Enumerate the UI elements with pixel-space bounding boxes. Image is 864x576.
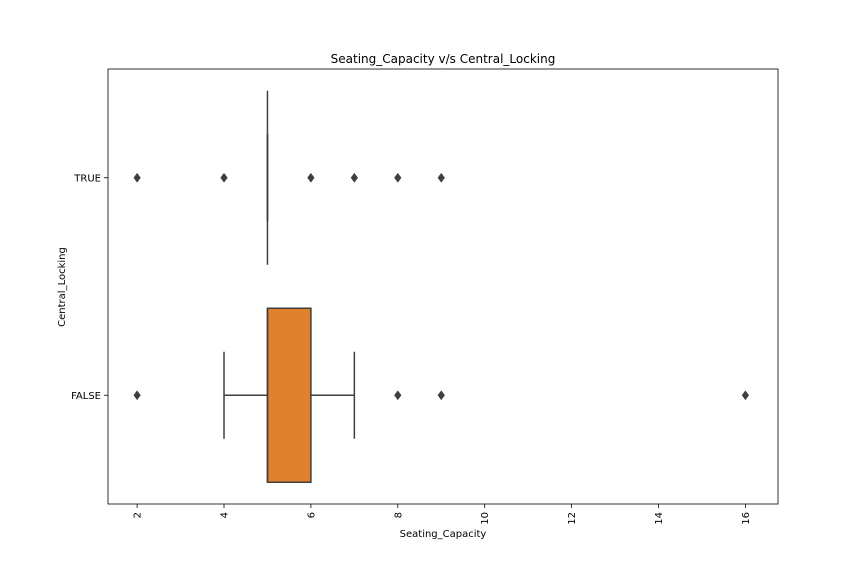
x-axis-label: Seating_Capacity: [400, 529, 487, 540]
x-tick-label: 6: [306, 512, 317, 518]
outlier-point-false: [133, 390, 141, 401]
outlier-point-true: [350, 172, 358, 183]
x-tick-label: 2: [133, 512, 144, 518]
plot-area: TRUE FALSE 2 4 6 8 10 12 14 16: [71, 68, 779, 525]
outlier-point-true: [220, 172, 228, 183]
outlier-point-true: [133, 172, 141, 183]
y-tick-label-true: TRUE: [73, 173, 101, 184]
x-tick-label: 4: [220, 512, 231, 518]
x-tick-label: 16: [741, 512, 752, 525]
x-tick-label: 14: [654, 512, 665, 525]
outlier-point-false: [741, 390, 750, 401]
box-false: [266, 307, 312, 483]
outlier-point-false: [394, 390, 402, 401]
x-tick-label: 10: [480, 512, 491, 525]
x-tick-label: 8: [393, 512, 404, 518]
y-tick-label-false: FALSE: [71, 391, 101, 402]
y-axis-label: Central_Locking: [57, 247, 68, 327]
plot-frame: [107, 68, 779, 505]
outlier-point-false: [437, 390, 445, 401]
outlier-point-true: [437, 172, 445, 183]
chart-title: Seating_Capacity v/s Central_Locking: [331, 52, 556, 66]
x-tick-label: 12: [567, 512, 578, 525]
outlier-point-true: [307, 172, 315, 183]
outlier-point-true: [394, 172, 402, 183]
